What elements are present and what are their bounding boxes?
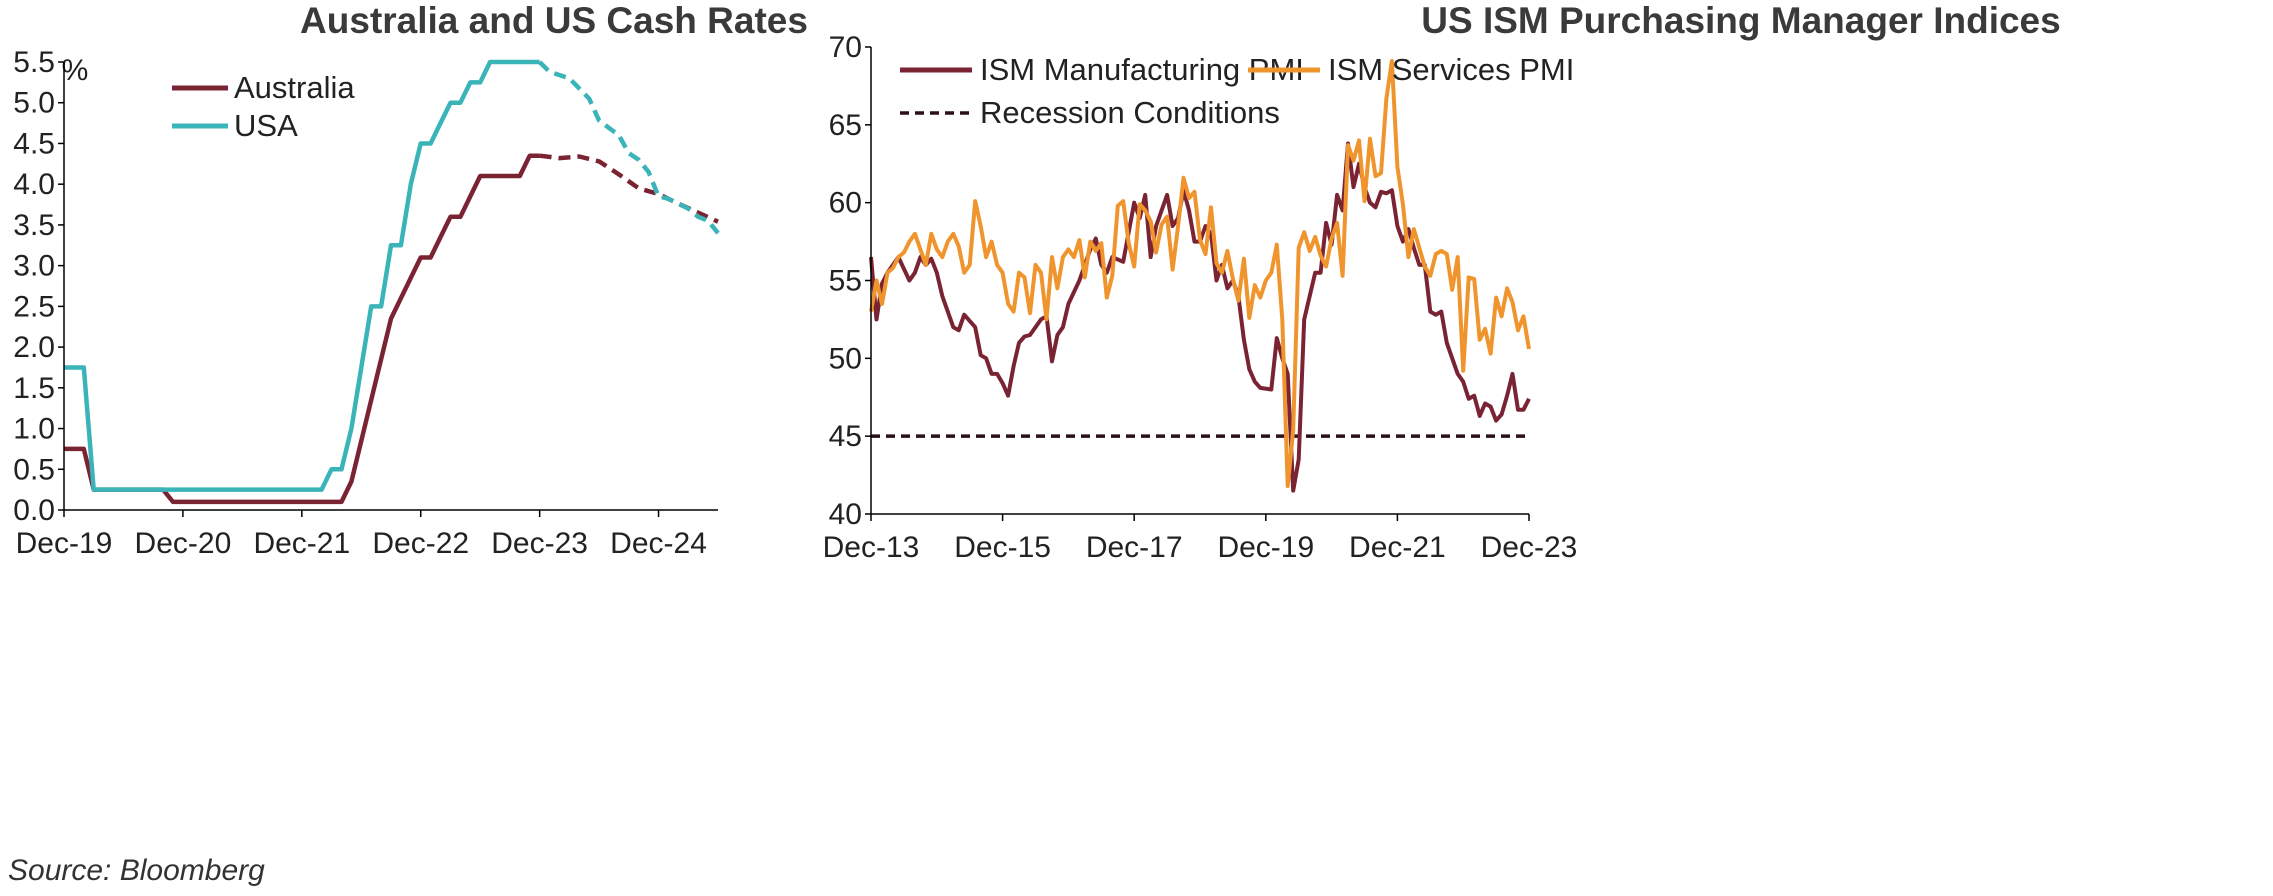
australia-line (64, 153, 540, 505)
ism-services-pmi-line (869, 59, 1531, 488)
ism-pmi-legend: ISM Manufacturing PMI ISM Services PMIRec… (900, 52, 1574, 130)
x-tick-label: Dec-19 (16, 527, 113, 560)
y-tick-label: 70 (829, 31, 862, 64)
x-tick-label: Dec-23 (491, 527, 588, 560)
y-tick-label: 55 (829, 265, 862, 298)
y-tick-label: 65 (829, 109, 862, 142)
cash-rates-title: Australia and US Cash Rates (300, 0, 808, 41)
cash-rates-chart: Australia and US Cash Rates % 0.0 0.5 1.0 1… (13, 0, 808, 560)
y-tick-label: 2.0 (13, 331, 55, 364)
y-tick-label: 0.5 (13, 453, 55, 486)
y-tick-label: 50 (829, 342, 862, 375)
y-tick-label: 60 (829, 187, 862, 220)
y-tick-label: 1.0 (13, 413, 55, 446)
x-tick-label: Dec-13 (823, 531, 920, 564)
y-tick-label: 45 (829, 420, 862, 453)
y-tick-label: 5.0 (13, 87, 55, 120)
y-tick-label: 2.5 (13, 290, 55, 323)
legend-label-usa: USA (234, 108, 298, 143)
x-tick-label: Dec-22 (372, 527, 469, 560)
x-tick-label: Dec-24 (610, 527, 707, 560)
legend-label-recession-conditions: Recession Conditions (980, 95, 1280, 130)
y-tick-label: 4.0 (13, 168, 55, 201)
legend-label-ism-services-pmi: ISM Services PMI (1328, 52, 1574, 87)
x-tick-label: Dec-21 (253, 527, 350, 560)
ism-manufacturing-pmi-line (869, 141, 1531, 493)
x-tick-label: Dec-20 (135, 527, 232, 560)
y-tick-label: 1.5 (13, 372, 55, 405)
y-tick-label: 3.5 (13, 209, 55, 242)
x-tick-label: Dec-17 (1086, 531, 1183, 564)
y-tick-label: 0.0 (13, 494, 55, 527)
y-tick-label: 5.5 (13, 46, 55, 79)
legend-label-australia: Australia (234, 70, 355, 105)
y-tick-label: 40 (829, 498, 862, 531)
cash-rates-ylabel: % (62, 54, 89, 87)
y-tick-label: 3.0 (13, 250, 55, 283)
x-tick-label: Dec-15 (954, 531, 1051, 564)
x-tick-label: Dec-21 (1349, 531, 1446, 564)
australia-forecast-line (539, 153, 719, 224)
ism-pmi-title: US ISM Purchasing Manager Indices (1421, 0, 2060, 41)
usa-forecast-line (538, 60, 720, 235)
x-tick-label: Dec-23 (1481, 531, 1578, 564)
usa-line (64, 59, 540, 492)
ism-pmi-chart: US ISM Purchasing Manager Indices 40 45 50… (823, 0, 2061, 564)
source-note: Source: Bloomberg (8, 854, 265, 887)
y-tick-label: 4.5 (13, 127, 55, 160)
x-tick-label: Dec-19 (1217, 531, 1314, 564)
